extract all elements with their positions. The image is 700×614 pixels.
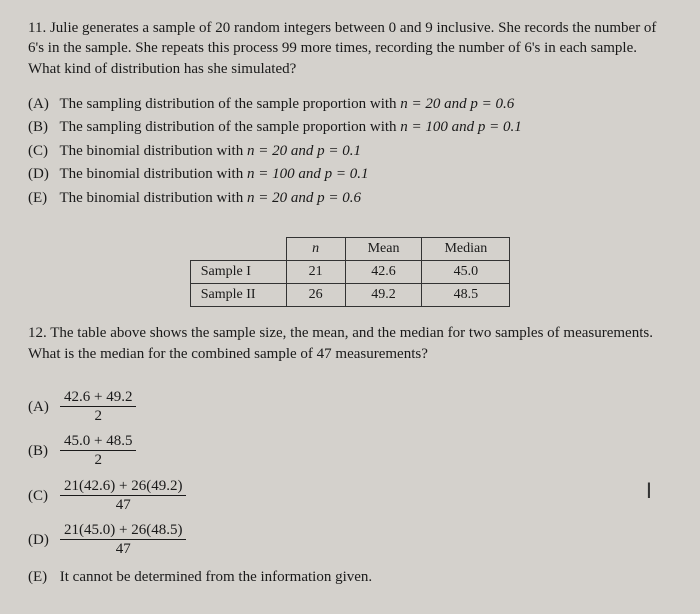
table-header-row: n Mean Median xyxy=(190,238,509,261)
table-cell: 42.6 xyxy=(345,261,422,284)
choice-text: The sampling distribution of the sample … xyxy=(59,96,400,112)
choice-text: It cannot be determined from the informa… xyxy=(60,569,372,585)
choice-math: n = 20 and p = 0.6 xyxy=(247,190,361,206)
table-cell: 45.0 xyxy=(422,261,510,284)
q12-choices: (A) 42.6 + 49.2 2 (B) 45.0 + 48.5 2 (C) … xyxy=(28,388,672,589)
q12-choice-d: (D) 21(45.0) + 26(48.5) 47 xyxy=(28,521,672,560)
choice-math: n = 100 and p = 0.1 xyxy=(247,166,369,182)
q12-choice-a: (A) 42.6 + 49.2 2 xyxy=(28,388,672,427)
q12-choice-b: (B) 45.0 + 48.5 2 xyxy=(28,432,672,471)
choice-text: The sampling distribution of the sample … xyxy=(59,119,400,135)
choice-math: n = 20 and p = 0.1 xyxy=(247,143,361,159)
fraction: 45.0 + 48.5 2 xyxy=(60,432,136,471)
choice-label: (D) xyxy=(28,532,56,549)
choice-label: (C) xyxy=(28,140,56,163)
q12-choice-e: (E) It cannot be determined from the inf… xyxy=(28,566,672,589)
fraction: 42.6 + 49.2 2 xyxy=(60,388,136,427)
choice-math: n = 100 and p = 0.1 xyxy=(400,119,522,135)
table-row: Sample II 26 49.2 48.5 xyxy=(190,284,509,307)
q11-choice-a: (A) The sampling distribution of the sam… xyxy=(28,93,672,116)
choice-label: (B) xyxy=(28,443,56,460)
q11-choice-d: (D) The binomial distribution with n = 1… xyxy=(28,163,672,186)
fraction: 21(42.6) + 26(49.2) 47 xyxy=(60,477,186,516)
q12-body: The table above shows the sample size, t… xyxy=(28,325,653,361)
choice-label: (B) xyxy=(28,116,56,139)
fraction-numerator: 42.6 + 49.2 xyxy=(60,388,136,407)
q11-choice-c: (C) The binomial distribution with n = 2… xyxy=(28,140,672,163)
q11-choices: (A) The sampling distribution of the sam… xyxy=(28,93,672,210)
choice-math: n = 20 and p = 0.6 xyxy=(400,96,514,112)
table-cell: Sample I xyxy=(190,261,286,284)
choice-label: (A) xyxy=(28,93,56,116)
annotation-mark: I xyxy=(646,478,652,504)
table-header-n: n xyxy=(286,238,345,261)
fraction: 21(45.0) + 26(48.5) 47 xyxy=(60,521,186,560)
fraction-numerator: 45.0 + 48.5 xyxy=(60,432,136,451)
fraction-numerator: 21(42.6) + 26(49.2) xyxy=(60,477,186,496)
q11-body: Julie generates a sample of 20 random in… xyxy=(28,20,656,77)
q11-choice-b: (B) The sampling distribution of the sam… xyxy=(28,116,672,139)
table-cell: Sample II xyxy=(190,284,286,307)
q11-text: 11. Julie generates a sample of 20 rando… xyxy=(28,18,672,79)
q11-choice-e: (E) The binomial distribution with n = 2… xyxy=(28,187,672,210)
fraction-numerator: 21(45.0) + 26(48.5) xyxy=(60,521,186,540)
choice-text: The binomial distribution with xyxy=(59,166,247,182)
table-header-median: Median xyxy=(422,238,510,261)
table-cell: 26 xyxy=(286,284,345,307)
table-cell: 48.5 xyxy=(422,284,510,307)
table-header-blank xyxy=(190,238,286,261)
q12-number: 12. xyxy=(28,325,47,341)
q12-text: 12. The table above shows the sample siz… xyxy=(28,323,672,364)
choice-label: (C) xyxy=(28,488,56,505)
q11-number: 11. xyxy=(28,20,46,36)
question-12: 12. The table above shows the sample siz… xyxy=(28,323,672,588)
q12-choice-c: (C) 21(42.6) + 26(49.2) 47 xyxy=(28,477,672,516)
choice-label: (A) xyxy=(28,399,56,416)
question-11: 11. Julie generates a sample of 20 rando… xyxy=(28,18,672,209)
data-table: n Mean Median Sample I 21 42.6 45.0 Samp… xyxy=(190,237,510,307)
choice-text: The binomial distribution with xyxy=(59,190,247,206)
choice-label: (E) xyxy=(28,566,56,589)
choice-label: (D) xyxy=(28,163,56,186)
table-cell: 49.2 xyxy=(345,284,422,307)
choice-text: The binomial distribution with xyxy=(59,143,247,159)
choice-label: (E) xyxy=(28,187,56,210)
table-header-mean: Mean xyxy=(345,238,422,261)
table-cell: 21 xyxy=(286,261,345,284)
fraction-denominator: 2 xyxy=(60,407,136,427)
fraction-denominator: 2 xyxy=(60,451,136,471)
fraction-denominator: 47 xyxy=(60,540,186,560)
table-row: Sample I 21 42.6 45.0 xyxy=(190,261,509,284)
fraction-denominator: 47 xyxy=(60,496,186,516)
